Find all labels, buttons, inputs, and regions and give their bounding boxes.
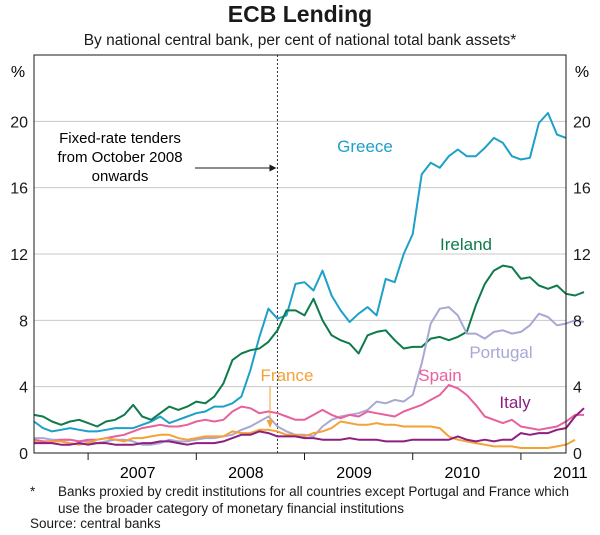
gridlines: [34, 120, 566, 388]
annotation-arrow-head: [269, 164, 277, 172]
series-line-france: [33, 420, 576, 449]
annotation-text-line: Fixed-rate tenders: [59, 130, 181, 147]
y-unit-left: %: [11, 64, 25, 81]
y-unit-right: %: [575, 64, 589, 81]
labels: 0 0 4 4 8 8 12 12 16 16 20 20% % 2007 2008 2009 2010 2011…: [10, 64, 591, 482]
y-tick-label-right: 4: [573, 380, 582, 397]
y-tick-label-right: 20: [573, 114, 591, 131]
y-tick-label-right: 12: [573, 247, 591, 264]
footnote: * Banks proxied by credit institutions f…: [30, 483, 578, 517]
source-note: Source: central banks: [30, 516, 161, 531]
france-pointer-head: [266, 420, 274, 428]
y-tick-label-left: 20: [10, 114, 28, 131]
axes: [33, 54, 567, 460]
chart-subtitle: By national central bank, per cent of na…: [83, 32, 517, 49]
y-tick-label-right: 16: [573, 181, 591, 198]
series-label-italy: Italy: [499, 393, 531, 412]
chart-title: ECB Lending: [227, 1, 373, 27]
x-tick-label: 2010: [445, 465, 481, 482]
y-tick-label-left: 8: [19, 313, 28, 330]
series-line-italy: [34, 407, 585, 446]
footnote-marker: *: [30, 484, 36, 499]
y-tick-label-left: 16: [10, 181, 28, 198]
series-label-spain: Spain: [418, 366, 461, 385]
series-line-greece: [33, 112, 567, 433]
annotation-text-line: onwards: [92, 168, 149, 185]
series-line-ireland: [33, 264, 585, 428]
x-tick-label: 2007: [120, 465, 156, 482]
x-tick-label: 2011: [553, 465, 588, 482]
series-line-spain: [33, 384, 584, 443]
y-tick-label-right: 0: [573, 446, 582, 463]
y-tick-label-left: 4: [19, 380, 28, 397]
series-label-portugal: Portugal: [469, 343, 532, 362]
annotation-text-line: from October 2008: [57, 149, 182, 166]
x-tick-label: 2008: [228, 465, 264, 482]
footnote-text: Banks proxied by credit institutions for…: [58, 484, 570, 516]
series-label-greece: Greece: [337, 137, 393, 156]
y-tick-label-left: 12: [10, 247, 28, 264]
series-lines: [33, 112, 585, 449]
x-tick-label: 2009: [336, 465, 372, 482]
series-label-ireland: Ireland: [440, 235, 492, 254]
plot-frame: [33, 54, 567, 454]
series-label-france: France: [261, 366, 314, 385]
y-tick-label-right: 8: [573, 313, 582, 330]
y-tick-label-left: 0: [19, 446, 28, 463]
